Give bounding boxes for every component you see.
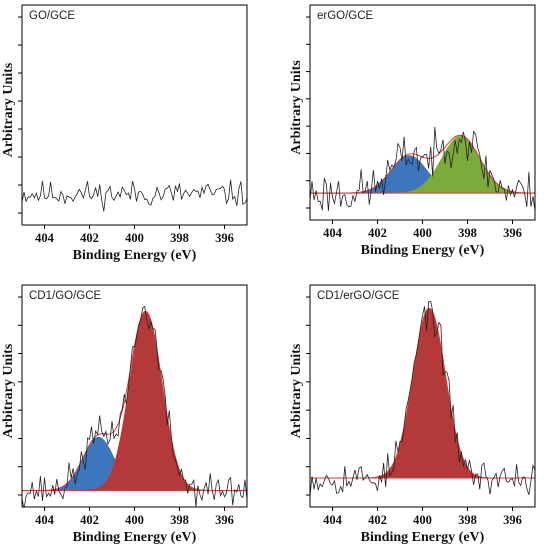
x-tick-label: 398 xyxy=(458,226,477,240)
x-axis-title: Binding Energy (eV) xyxy=(73,530,197,545)
x-tick-label: 400 xyxy=(413,513,432,527)
x-axis-title: Binding Energy (eV) xyxy=(361,243,485,258)
x-tick-label: 398 xyxy=(458,513,477,527)
fit-envelope xyxy=(310,307,535,479)
y-axis-title: Arbitrary Units xyxy=(1,343,16,438)
fitted-peak-2 xyxy=(22,311,247,491)
x-tick-label: 404 xyxy=(323,513,343,527)
fitted-peak-1 xyxy=(310,307,535,479)
raw-spectrum xyxy=(22,179,247,212)
x-tick-label: 400 xyxy=(125,513,144,527)
x-tick-label: 396 xyxy=(503,226,522,240)
x-tick-label: 400 xyxy=(125,231,144,245)
x-tick-label: 396 xyxy=(215,513,234,527)
panel-label: CD1/GO/GCE xyxy=(29,290,102,302)
x-tick-label: 402 xyxy=(368,226,387,240)
x-tick-label: 396 xyxy=(215,231,234,245)
y-axis-title: Arbitrary Units xyxy=(289,60,304,155)
panel-label: GO/GCE xyxy=(29,10,75,22)
plot-area xyxy=(22,179,247,212)
y-axis-title: Arbitrary Units xyxy=(1,62,16,157)
plot-area xyxy=(310,300,535,497)
x-tick-label: 404 xyxy=(323,226,343,240)
xps-panel-1: 404 402 400 398 396 Binding Energy (eV) Arbitr… xyxy=(1,4,248,263)
xps-panel-4: 404 402 400 398 396 Binding Energy (eV) Arbitr… xyxy=(289,284,536,545)
plot-area xyxy=(310,126,535,212)
x-tick-label: 402 xyxy=(80,231,99,245)
x-tick-label: 404 xyxy=(35,231,55,245)
raw-spectrum xyxy=(22,305,247,507)
panel-label: erGO/GCE xyxy=(317,10,374,22)
plot-frame xyxy=(21,4,248,226)
x-tick-label: 402 xyxy=(368,513,387,527)
x-tick-label: 404 xyxy=(35,513,55,527)
x-tick-label: 396 xyxy=(503,513,522,527)
raw-spectrum xyxy=(310,300,535,497)
x-tick-label: 398 xyxy=(170,513,189,527)
x-tick-label: 402 xyxy=(80,513,99,527)
panel-label: CD1/erGO/GCE xyxy=(317,290,400,302)
x-tick-label: 398 xyxy=(170,231,189,245)
raw-spectrum xyxy=(310,126,535,212)
plot-area xyxy=(22,305,247,507)
x-axis-title: Binding Energy (eV) xyxy=(361,530,485,545)
y-axis-title: Arbitrary Units xyxy=(289,343,304,438)
x-tick-label: 400 xyxy=(413,226,432,240)
xps-panel-2: 404 402 400 398 396 Binding Energy (eV) Arbitr… xyxy=(289,4,536,258)
xps-panel-3: 404 402 400 398 396 Binding Energy (eV) Arbitr… xyxy=(1,284,248,545)
x-axis-title: Binding Energy (eV) xyxy=(73,248,197,263)
